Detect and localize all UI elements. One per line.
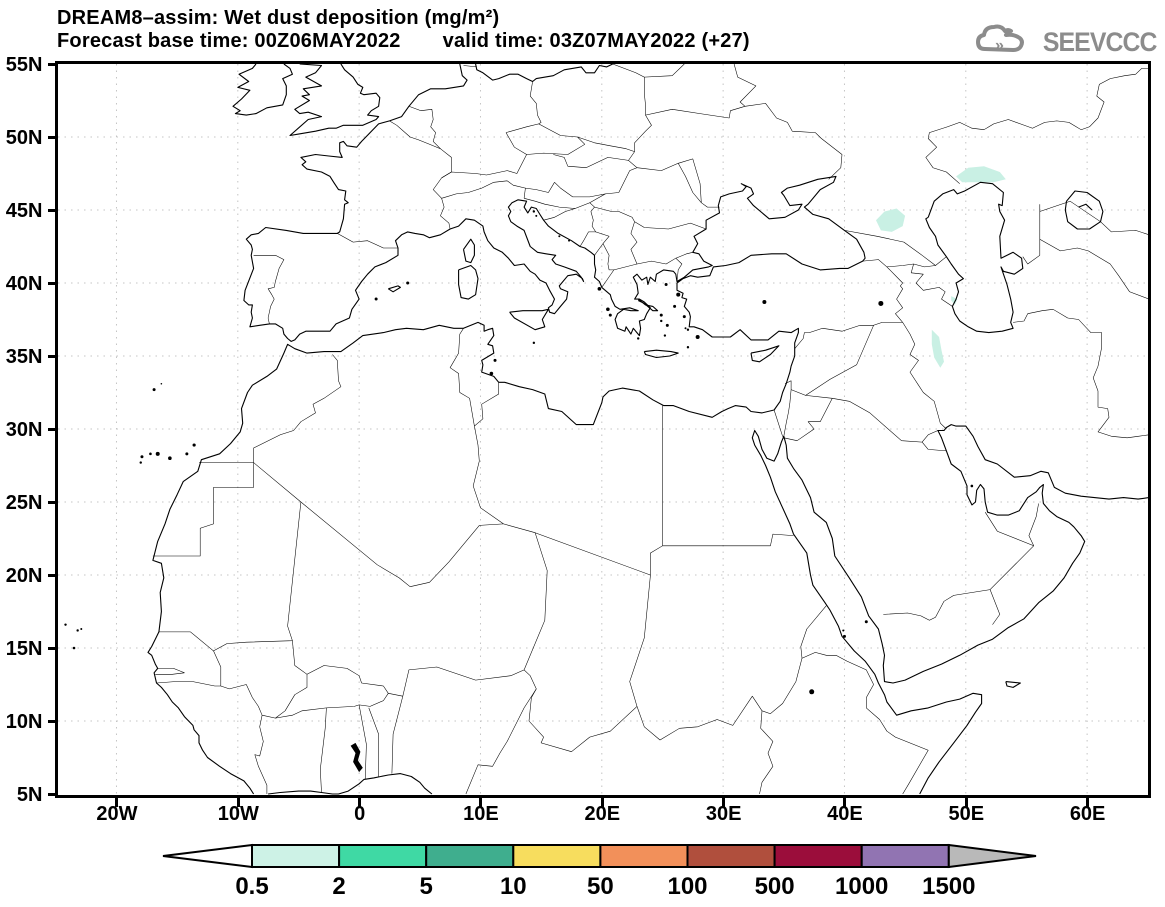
lat-tick: [47, 428, 57, 431]
lat-tick: [47, 63, 57, 66]
map-frame: [55, 61, 1151, 798]
lat-tick-label: 35N: [5, 345, 43, 368]
map-canvas: [58, 64, 1148, 795]
colorbar-underflow-arrow: [162, 843, 253, 869]
lat-tick-label: 50N: [5, 126, 43, 149]
colorbar-segment: [251, 844, 341, 868]
lat-tick: [47, 136, 57, 139]
colorbar-level-label: 2: [332, 873, 345, 900]
deposition-patch: [956, 166, 1006, 183]
lat-tick: [47, 720, 57, 723]
lon-tick-label: 60E: [1069, 802, 1106, 825]
lat-tick-label: 15N: [5, 637, 43, 660]
lon-tick-label: 0: [354, 802, 366, 825]
lat-tick-label: 30N: [5, 418, 43, 441]
lat-tick: [47, 282, 57, 285]
lat-tick: [47, 793, 57, 796]
lon-tick-label: 40E: [827, 802, 863, 825]
lon-tick: [115, 797, 119, 807]
colorbar-segment: [860, 844, 950, 868]
deposition-patch: [876, 208, 906, 232]
lat-tick: [47, 574, 57, 577]
deposition-patch: [951, 296, 958, 305]
lat-tick-label: 40N: [5, 272, 43, 295]
lon-tick: [479, 797, 483, 807]
colorbar-segment: [425, 844, 515, 868]
colorbar: 0.5 2 5 10 50 100 500 1000 1500: [162, 843, 1037, 900]
lat-tick-label: 45N: [5, 199, 43, 222]
lon-tick: [1086, 797, 1090, 807]
lon-tick: [843, 797, 847, 807]
cloud-arrows-icon: »: [975, 22, 1027, 63]
lat-tick-label: 25N: [5, 491, 43, 514]
logo-text: SEEVCCC: [1043, 27, 1158, 57]
seevccc-logo: » SEEVCCC: [975, 22, 1158, 63]
lat-tick: [47, 209, 57, 212]
colorbar-level-label: 50: [587, 873, 614, 900]
lon-tick: [600, 797, 604, 807]
subtitle: Forecast base time: 00Z06MAY2022 valid t…: [57, 30, 750, 53]
colorbar-level-label: 500: [755, 873, 795, 900]
valid-time-label: valid time: 03Z07MAY2022 (+27): [442, 30, 750, 52]
lon-tick-label: 30E: [705, 802, 742, 825]
deposition-patch: [931, 329, 944, 368]
svg-text:»: »: [995, 37, 1004, 54]
colorbar-level-label: 100: [667, 873, 707, 900]
lon-tick-label: 10E: [463, 802, 499, 825]
lon-tick-label: 10W: [217, 802, 259, 825]
lon-tick-label: 50E: [948, 802, 985, 825]
lat-tick: [47, 355, 57, 358]
header: DREAM8–assim: Wet dust deposition (mg/m²…: [57, 7, 750, 53]
lat-tick-label: 20N: [5, 564, 43, 587]
lat-tick-label: 5N: [16, 783, 43, 806]
colorbar-segment: [773, 844, 863, 868]
lon-tick-label: 20E: [584, 802, 621, 825]
colorbar-level-label: 10: [500, 873, 527, 900]
forecast-base-time-label: Forecast base time: 00Z06MAY2022: [57, 30, 401, 52]
lon-tick: [358, 797, 362, 807]
lat-tick: [47, 501, 57, 504]
lat-tick-label: 10N: [5, 710, 43, 733]
colorbar-segment: [599, 844, 689, 868]
lon-tick: [236, 797, 240, 807]
colorbar-overflow-arrow: [947, 843, 1037, 869]
colorbar-level-label: 5: [420, 873, 433, 900]
colorbar-level-label: 0.5: [235, 873, 268, 900]
lon-tick-label: 20W: [96, 802, 138, 825]
page-title: DREAM8–assim: Wet dust deposition (mg/m²…: [57, 7, 500, 29]
colorbar-level-label: 1000: [835, 873, 888, 900]
colorbar-level-label: 1500: [922, 873, 975, 900]
lon-tick: [722, 797, 726, 807]
lon-tick: [964, 797, 968, 807]
lat-tick: [47, 647, 57, 650]
lat-tick-label: 55N: [5, 53, 43, 76]
colorbar-segment: [512, 844, 602, 868]
colorbar-segment: [686, 844, 776, 868]
colorbar-segment: [338, 844, 428, 868]
